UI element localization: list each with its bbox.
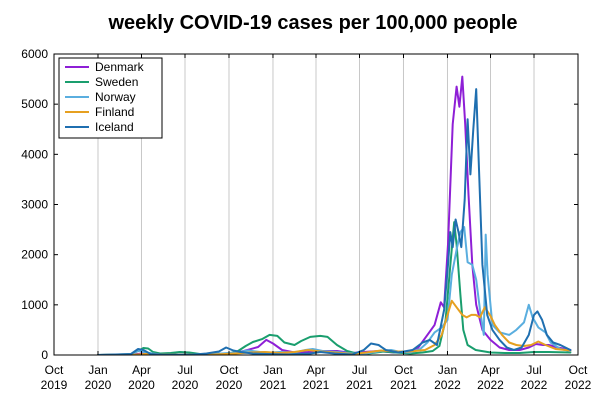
legend-label-finland: Finland	[95, 105, 134, 119]
legend-label-norway: Norway	[95, 90, 136, 104]
x-tick-label: 2022	[434, 378, 461, 392]
x-tick-label: 2020	[85, 378, 112, 392]
y-tick-label: 3000	[21, 198, 48, 212]
x-tick-label: Jul	[352, 363, 367, 377]
x-tick-label: Oct	[45, 363, 64, 377]
x-tick-label: 2019	[41, 378, 68, 392]
y-tick-label: 4000	[21, 147, 48, 161]
legend-label-sweden: Sweden	[95, 75, 138, 89]
x-tick-label: Jan	[263, 363, 282, 377]
y-tick-label: 1000	[21, 298, 48, 312]
x-tick-label: 2021	[303, 378, 330, 392]
x-tick-label: 2022	[565, 378, 592, 392]
series-line-sweden	[97, 221, 572, 355]
x-tick-label: Oct	[220, 363, 239, 377]
x-tick-label: 2020	[172, 378, 199, 392]
x-tick-label: Jul	[177, 363, 192, 377]
x-tick-label: Oct	[569, 363, 588, 377]
series-line-iceland	[97, 88, 572, 355]
x-tick-label: 2022	[477, 378, 504, 392]
chart-title: weekly COVID-19 cases per 100,000 people	[107, 12, 517, 34]
y-tick-label: 2000	[21, 248, 48, 262]
y-tick-label: 0	[41, 348, 48, 362]
x-tick-label: Apr	[307, 363, 326, 377]
legend-label-denmark: Denmark	[95, 60, 145, 74]
legend-label-iceland: Iceland	[95, 120, 134, 134]
x-tick-label: 2021	[390, 378, 417, 392]
x-tick-label: Apr	[481, 363, 500, 377]
x-tick-label: Jan	[88, 363, 107, 377]
x-tick-label: Jan	[438, 363, 457, 377]
x-tick-label: 2022	[521, 378, 548, 392]
y-tick-label: 6000	[21, 47, 48, 61]
series-line-norway	[97, 226, 572, 355]
series-line-denmark	[97, 75, 572, 355]
x-tick-label: 2021	[260, 378, 287, 392]
axes: Oct2019Jan2020Apr2020Jul2020Oct2020Jan20…	[21, 47, 591, 392]
x-tick-label: 2021	[346, 378, 373, 392]
x-tick-label: Jul	[526, 363, 541, 377]
x-tick-label: Oct	[394, 363, 413, 377]
y-tick-label: 5000	[21, 97, 48, 111]
series-group	[97, 75, 572, 355]
x-tick-label: Apr	[132, 363, 151, 377]
x-tick-label: 2020	[128, 378, 155, 392]
x-tick-label: 2020	[216, 378, 243, 392]
